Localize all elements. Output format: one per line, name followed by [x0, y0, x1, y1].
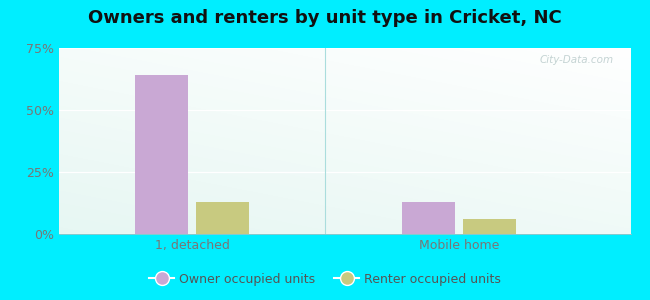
- Bar: [196, 202, 249, 234]
- Bar: [402, 202, 455, 234]
- Bar: [135, 75, 188, 234]
- Legend: Owner occupied units, Renter occupied units: Owner occupied units, Renter occupied un…: [144, 268, 506, 291]
- Bar: [463, 219, 516, 234]
- Text: Owners and renters by unit type in Cricket, NC: Owners and renters by unit type in Crick…: [88, 9, 562, 27]
- Text: City-Data.com: City-Data.com: [540, 56, 614, 65]
